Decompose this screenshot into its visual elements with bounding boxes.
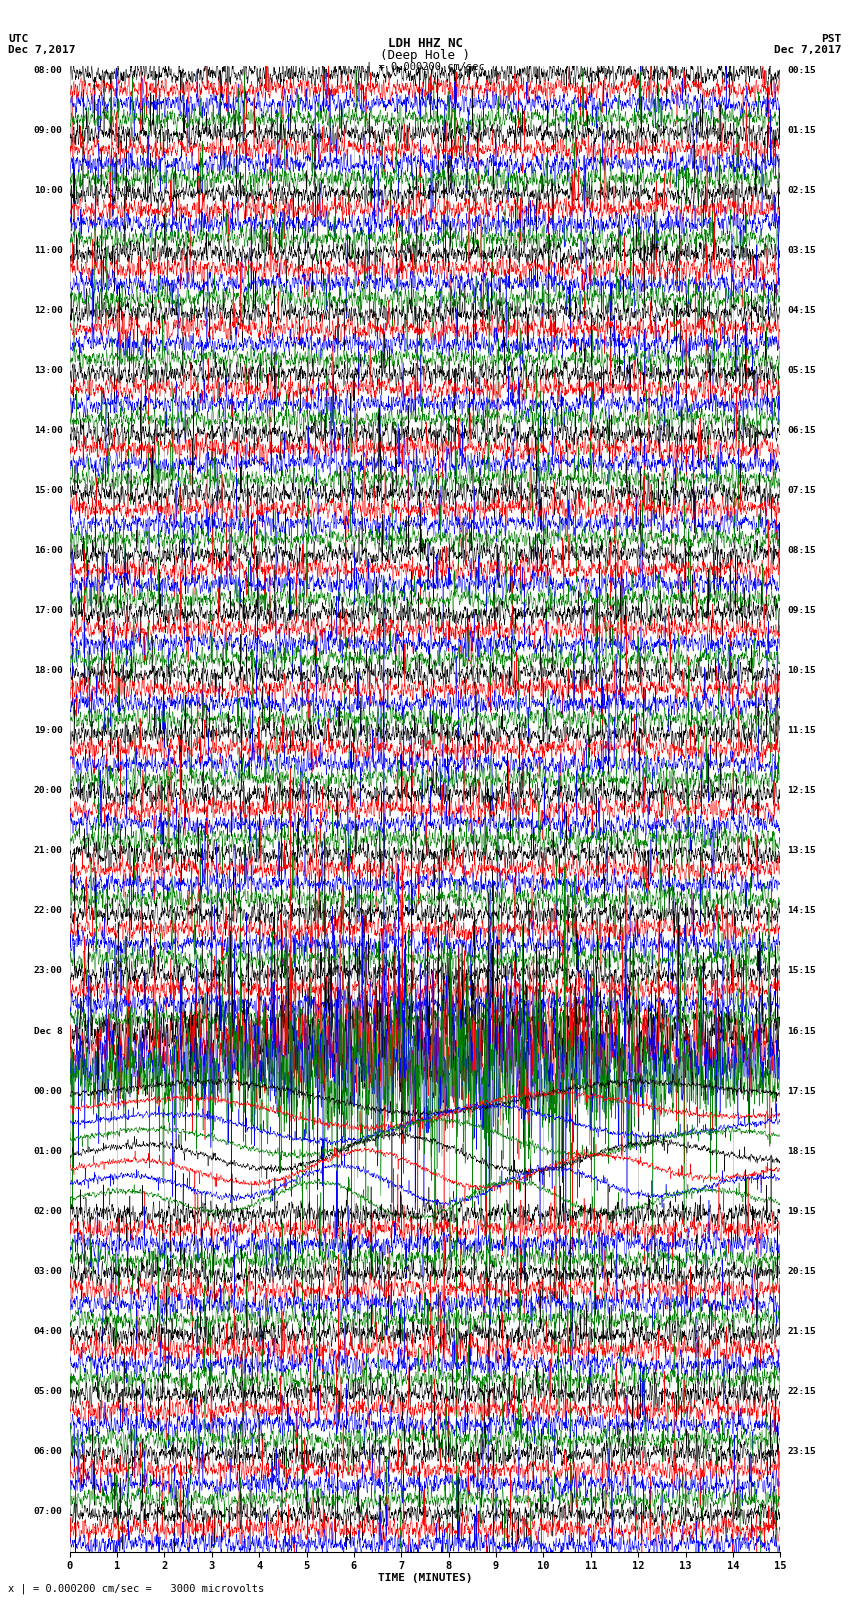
Text: 00:00: 00:00	[34, 1087, 63, 1095]
Text: 06:15: 06:15	[787, 426, 816, 436]
Text: 14:00: 14:00	[34, 426, 63, 436]
Text: 09:00: 09:00	[34, 126, 63, 135]
Text: Dec 8: Dec 8	[34, 1026, 63, 1036]
Text: 15:00: 15:00	[34, 486, 63, 495]
Text: 06:00: 06:00	[34, 1447, 63, 1455]
Text: 10:00: 10:00	[34, 185, 63, 195]
Text: 04:00: 04:00	[34, 1326, 63, 1336]
Text: 10:15: 10:15	[787, 666, 816, 676]
Text: 18:00: 18:00	[34, 666, 63, 676]
Text: 20:00: 20:00	[34, 787, 63, 795]
Text: 04:15: 04:15	[787, 306, 816, 315]
Text: 02:15: 02:15	[787, 185, 816, 195]
Text: 23:00: 23:00	[34, 966, 63, 976]
Text: x | = 0.000200 cm/sec =   3000 microvolts: x | = 0.000200 cm/sec = 3000 microvolts	[8, 1582, 264, 1594]
Text: 01:15: 01:15	[787, 126, 816, 135]
Text: 11:00: 11:00	[34, 247, 63, 255]
Text: 14:15: 14:15	[787, 907, 816, 916]
Text: 07:15: 07:15	[787, 486, 816, 495]
Text: Dec 7,2017: Dec 7,2017	[8, 45, 76, 55]
Text: 03:15: 03:15	[787, 247, 816, 255]
Text: LDH HHZ NC: LDH HHZ NC	[388, 37, 462, 50]
Text: 23:15: 23:15	[787, 1447, 816, 1455]
Text: 17:15: 17:15	[787, 1087, 816, 1095]
Text: 16:00: 16:00	[34, 547, 63, 555]
Text: 11:15: 11:15	[787, 726, 816, 736]
Text: 20:15: 20:15	[787, 1266, 816, 1276]
Text: 07:00: 07:00	[34, 1507, 63, 1516]
Text: 08:15: 08:15	[787, 547, 816, 555]
Text: Dec 7,2017: Dec 7,2017	[774, 45, 842, 55]
Text: 21:15: 21:15	[787, 1326, 816, 1336]
Text: 13:00: 13:00	[34, 366, 63, 376]
Text: 17:00: 17:00	[34, 606, 63, 615]
Text: 22:00: 22:00	[34, 907, 63, 916]
Text: 19:15: 19:15	[787, 1207, 816, 1216]
Text: 15:15: 15:15	[787, 966, 816, 976]
Text: 08:00: 08:00	[34, 66, 63, 76]
Text: 13:15: 13:15	[787, 847, 816, 855]
Text: | = 0.000200 cm/sec: | = 0.000200 cm/sec	[366, 61, 484, 73]
Text: 05:15: 05:15	[787, 366, 816, 376]
Text: (Deep Hole ): (Deep Hole )	[380, 50, 470, 63]
Text: 18:15: 18:15	[787, 1147, 816, 1155]
Text: 12:15: 12:15	[787, 787, 816, 795]
Text: 21:00: 21:00	[34, 847, 63, 855]
Text: 02:00: 02:00	[34, 1207, 63, 1216]
Text: UTC: UTC	[8, 34, 29, 44]
Text: 09:15: 09:15	[787, 606, 816, 615]
Text: 22:15: 22:15	[787, 1387, 816, 1395]
Text: 00:15: 00:15	[787, 66, 816, 76]
X-axis label: TIME (MINUTES): TIME (MINUTES)	[377, 1573, 473, 1582]
Text: 01:00: 01:00	[34, 1147, 63, 1155]
Text: PST: PST	[821, 34, 842, 44]
Text: 12:00: 12:00	[34, 306, 63, 315]
Text: 16:15: 16:15	[787, 1026, 816, 1036]
Text: 05:00: 05:00	[34, 1387, 63, 1395]
Text: 03:00: 03:00	[34, 1266, 63, 1276]
Text: 19:00: 19:00	[34, 726, 63, 736]
